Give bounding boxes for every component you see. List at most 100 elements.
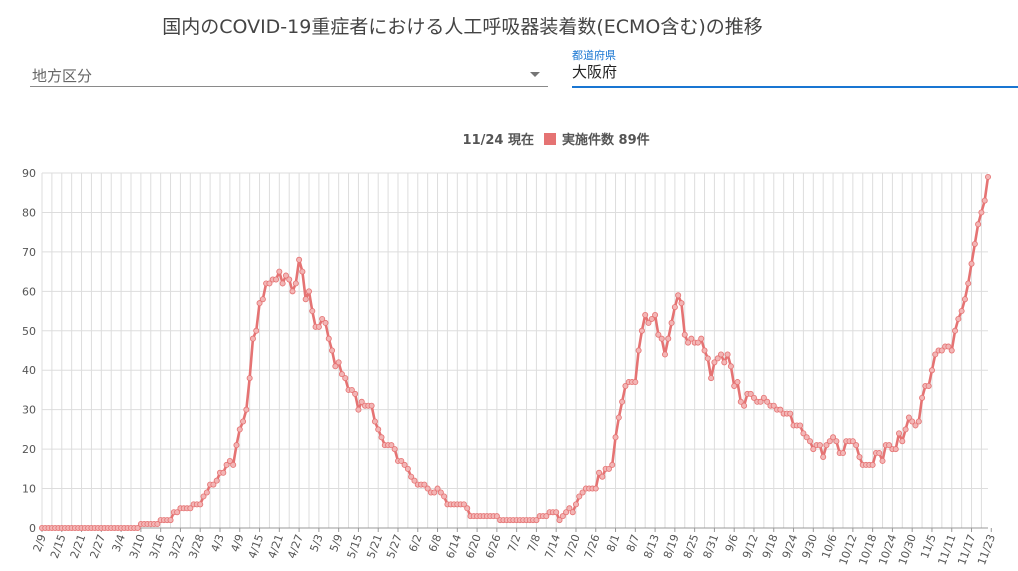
data-point[interactable] bbox=[632, 379, 639, 386]
data-point[interactable] bbox=[187, 505, 194, 512]
data-point[interactable] bbox=[912, 422, 919, 429]
data-point[interactable] bbox=[230, 461, 237, 468]
data-point[interactable] bbox=[576, 493, 583, 500]
data-point[interactable] bbox=[655, 331, 662, 338]
data-point[interactable] bbox=[338, 371, 345, 378]
data-point[interactable] bbox=[282, 272, 289, 279]
data-point[interactable] bbox=[411, 477, 418, 484]
data-point[interactable] bbox=[919, 394, 926, 401]
data-point[interactable] bbox=[358, 398, 365, 405]
data-point[interactable] bbox=[826, 438, 833, 445]
data-point[interactable] bbox=[675, 292, 682, 299]
data-point[interactable] bbox=[787, 410, 794, 417]
data-point[interactable] bbox=[708, 375, 715, 382]
data-point[interactable] bbox=[305, 288, 312, 295]
data-point[interactable] bbox=[563, 509, 570, 516]
data-point[interactable] bbox=[978, 209, 985, 216]
prefecture-input[interactable] bbox=[572, 62, 992, 80]
region-select[interactable]: 地方区分 bbox=[30, 56, 548, 87]
data-point[interactable] bbox=[434, 485, 441, 492]
data-point[interactable] bbox=[134, 525, 141, 532]
data-point[interactable] bbox=[355, 406, 362, 413]
data-point[interactable] bbox=[797, 422, 804, 429]
data-point[interactable] bbox=[441, 493, 448, 500]
data-point[interactable] bbox=[635, 347, 642, 354]
data-point[interactable] bbox=[896, 430, 903, 437]
data-point[interactable] bbox=[246, 375, 253, 382]
data-point[interactable] bbox=[701, 347, 708, 354]
data-point[interactable] bbox=[622, 382, 629, 389]
data-point[interactable] bbox=[319, 315, 326, 322]
data-point[interactable] bbox=[596, 469, 603, 476]
data-point[interactable] bbox=[391, 446, 398, 453]
data-point[interactable] bbox=[464, 505, 471, 512]
data-point[interactable] bbox=[879, 457, 886, 464]
data-point[interactable] bbox=[203, 489, 210, 496]
data-point[interactable] bbox=[200, 493, 207, 500]
data-point[interactable] bbox=[638, 327, 645, 334]
data-point[interactable] bbox=[849, 438, 856, 445]
data-point[interactable] bbox=[273, 276, 280, 283]
data-point[interactable] bbox=[253, 327, 260, 334]
data-point[interactable] bbox=[266, 280, 273, 287]
data-point[interactable] bbox=[220, 469, 227, 476]
data-point[interactable] bbox=[727, 363, 734, 370]
data-point[interactable] bbox=[948, 347, 955, 354]
data-point[interactable] bbox=[279, 280, 286, 287]
data-point[interactable] bbox=[665, 335, 672, 342]
data-point[interactable] bbox=[243, 406, 250, 413]
data-point[interactable] bbox=[718, 351, 725, 358]
data-point[interactable] bbox=[803, 434, 810, 441]
data-point[interactable] bbox=[342, 375, 349, 382]
data-point[interactable] bbox=[154, 521, 161, 528]
data-point[interactable] bbox=[869, 461, 876, 468]
data-point[interactable] bbox=[605, 465, 612, 472]
data-point[interactable] bbox=[694, 339, 701, 346]
data-point[interactable] bbox=[408, 473, 415, 480]
data-point[interactable] bbox=[398, 457, 405, 464]
data-point[interactable] bbox=[493, 513, 500, 520]
data-point[interactable] bbox=[259, 296, 266, 303]
data-point[interactable] bbox=[619, 398, 626, 405]
data-point[interactable] bbox=[678, 300, 685, 307]
data-point[interactable] bbox=[645, 319, 652, 326]
data-point[interactable] bbox=[886, 442, 893, 449]
data-point[interactable] bbox=[741, 402, 748, 409]
data-point[interactable] bbox=[704, 355, 711, 362]
data-point[interactable] bbox=[569, 509, 576, 516]
data-point[interactable] bbox=[971, 240, 978, 247]
data-point[interactable] bbox=[800, 430, 807, 437]
data-point[interactable] bbox=[965, 280, 972, 287]
data-point[interactable] bbox=[952, 327, 959, 334]
data-point[interactable] bbox=[371, 418, 378, 425]
data-point[interactable] bbox=[609, 461, 616, 468]
data-point[interactable] bbox=[975, 221, 982, 228]
data-point[interactable] bbox=[421, 481, 428, 488]
data-point[interactable] bbox=[388, 442, 395, 449]
data-point[interactable] bbox=[223, 461, 230, 468]
data-point[interactable] bbox=[945, 343, 952, 350]
data-point[interactable] bbox=[579, 489, 586, 496]
data-point[interactable] bbox=[816, 442, 823, 449]
data-point[interactable] bbox=[820, 453, 827, 460]
data-point[interactable] bbox=[777, 406, 784, 413]
data-point[interactable] bbox=[961, 296, 968, 303]
data-point[interactable] bbox=[286, 276, 293, 283]
data-point[interactable] bbox=[760, 394, 767, 401]
data-point[interactable] bbox=[839, 450, 846, 457]
data-point[interactable] bbox=[460, 501, 467, 508]
data-point[interactable] bbox=[807, 438, 814, 445]
data-point[interactable] bbox=[724, 351, 731, 358]
data-point[interactable] bbox=[899, 438, 906, 445]
data-point[interactable] bbox=[332, 363, 339, 370]
data-point[interactable] bbox=[404, 465, 411, 472]
data-point[interactable] bbox=[566, 505, 573, 512]
data-point[interactable] bbox=[292, 280, 299, 287]
data-point[interactable] bbox=[236, 426, 243, 433]
data-point[interactable] bbox=[876, 450, 883, 457]
data-point[interactable] bbox=[830, 434, 837, 441]
data-point[interactable] bbox=[652, 311, 659, 318]
data-point[interactable] bbox=[296, 256, 303, 263]
data-point[interactable] bbox=[197, 501, 204, 508]
data-point[interactable] bbox=[378, 434, 385, 441]
